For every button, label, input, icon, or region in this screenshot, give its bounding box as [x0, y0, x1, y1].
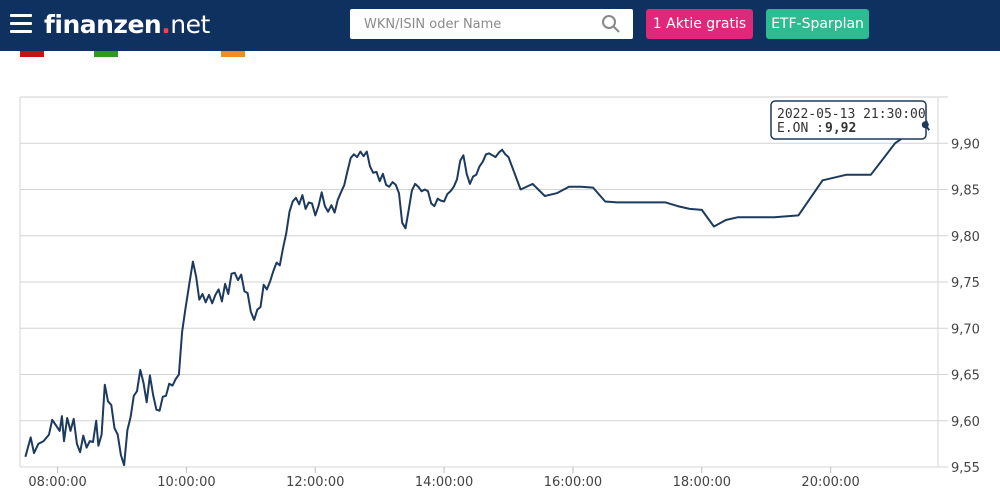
x-tick-label: 12:00:00 [286, 475, 344, 490]
y-tick-label: 9,80 [951, 230, 980, 245]
x-tick-label: 08:00:00 [28, 475, 86, 490]
search-box[interactable] [350, 9, 633, 39]
y-tick-label: 9,75 [951, 276, 980, 291]
logo[interactable]: finanzen.net [44, 10, 210, 39]
y-tick-label: 9,65 [951, 369, 980, 384]
legend-swatch-orange[interactable] [221, 51, 245, 57]
x-tick-label: 10:00:00 [157, 475, 215, 490]
y-tick-label: 9,70 [951, 322, 980, 337]
free-stock-button[interactable]: 1 Aktie gratis [646, 9, 753, 39]
chart-tooltip: 2022-05-13 21:30:00 E.ON : 9,92 [770, 100, 927, 140]
y-tick-label: 9,60 [951, 415, 980, 430]
menu-icon[interactable] [10, 14, 32, 34]
tooltip-series-label: E.ON : [777, 121, 824, 136]
tooltip-time: 2022-05-13 21:30:00 [777, 107, 926, 122]
price-line[interactable] [24, 120, 928, 467]
price-line-tail [924, 124, 931, 131]
x-axis: 08:00:00 10:00:00 12:00:00 14:00:00 16:00:00… [28, 467, 860, 490]
x-tick-label: 18:00:00 [673, 475, 731, 490]
header-bar: finanzen.net 1 Aktie gratis ETF-Sparplan [0, 0, 1000, 51]
x-tick-label: 20:00:00 [801, 475, 859, 490]
legend-swatch-green[interactable] [94, 51, 118, 57]
y-axis: 9,55 9,60 9,65 9,70 9,75 9,80 9,85 9,90 [951, 137, 980, 476]
y-tick-label: 9,85 [951, 184, 980, 199]
tooltip-box [770, 100, 927, 140]
search-icon[interactable] [601, 14, 621, 34]
x-tick-label: 16:00:00 [544, 475, 602, 490]
chart-grid [19, 96, 948, 468]
y-tick-label: 9,90 [951, 137, 980, 152]
etf-savings-plan-button[interactable]: ETF-Sparplan [766, 9, 869, 39]
search-input[interactable] [362, 9, 606, 39]
tooltip-value: 9,92 [825, 121, 856, 136]
y-tick-label: 9,55 [951, 461, 980, 476]
x-tick-label: 14:00:00 [415, 475, 473, 490]
legend-swatch-red[interactable] [20, 51, 44, 57]
